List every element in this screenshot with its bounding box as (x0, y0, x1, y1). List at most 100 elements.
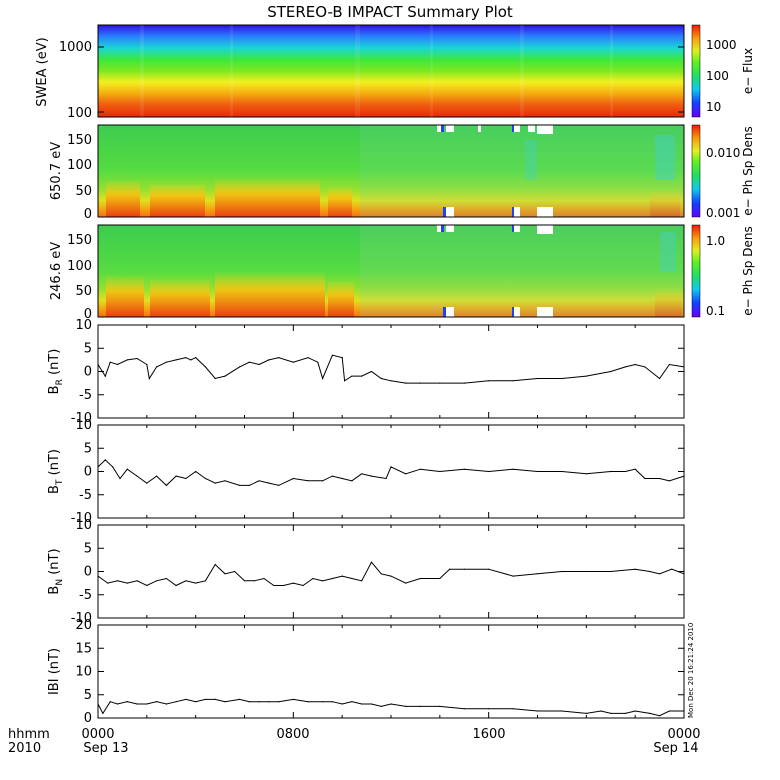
data-point (175, 701, 177, 703)
data-point (659, 573, 661, 575)
data-point (302, 584, 304, 587)
y-axis-label-sub: R (55, 379, 65, 385)
data-point (165, 361, 167, 363)
y-tick-label: -10 (71, 611, 92, 626)
pad246-ytick-0: 0 (84, 307, 92, 322)
data-point (307, 357, 309, 359)
data-point (634, 568, 636, 570)
data-point (322, 377, 324, 380)
pad650-gap-edges (441, 125, 514, 217)
data-point (273, 584, 275, 587)
y-axis-label-sub: N (55, 579, 65, 586)
data-point (292, 361, 294, 363)
pad650-cbar-tick-high: 0.010 (706, 146, 740, 160)
y-tick-label: 0 (84, 465, 92, 480)
x-axis-row2-label: 2010 (8, 741, 41, 756)
y-tick-label: 20 (75, 618, 92, 633)
y-axis-label-main: B (47, 586, 62, 595)
y-tick-label: 5 (84, 541, 92, 556)
data-point (248, 361, 250, 363)
data-point (116, 363, 119, 366)
data-point (312, 577, 314, 580)
x-tick-label-0: 0000 (81, 727, 114, 742)
series-line-br (97, 354, 685, 384)
data-point (112, 466, 114, 468)
data-point (370, 703, 373, 705)
data-point (204, 580, 206, 582)
y-axis-label-unit: (nT) (47, 449, 62, 479)
data-point (322, 580, 324, 582)
data-point (322, 701, 324, 703)
data-point (185, 357, 187, 359)
y-axis-label-sub: T (55, 479, 65, 486)
swea-image (98, 25, 684, 117)
data-point (292, 698, 294, 701)
data-point (126, 582, 128, 584)
data-point (644, 477, 646, 480)
data-point (390, 703, 392, 705)
data-point (585, 375, 587, 377)
data-point (331, 354, 333, 356)
data-point (258, 363, 260, 366)
data-point (156, 366, 158, 368)
pad650-cbar-label: e− Ph Sp Dens (741, 126, 755, 215)
y-tick-label: -10 (71, 411, 92, 426)
data-point (649, 712, 651, 715)
pad246-colorbar (691, 224, 701, 318)
data-point (116, 703, 119, 705)
swea-ytick-100: 100 (67, 106, 92, 121)
data-point (136, 357, 138, 360)
data-point (156, 475, 158, 477)
data-point (419, 468, 421, 470)
data-point (512, 708, 514, 710)
pad650-cyan-2 (525, 140, 537, 180)
data-point (156, 701, 158, 703)
x-tick-label-3: 0000 (667, 727, 700, 742)
y-axis-label: BR (nT) (47, 349, 65, 395)
data-point (600, 710, 602, 712)
data-point (668, 363, 671, 366)
panel-frame (97, 424, 685, 519)
data-point (195, 357, 197, 359)
data-point (253, 580, 255, 582)
data-point (610, 712, 612, 715)
series-line-abs-babs- (97, 698, 684, 717)
data-point (624, 366, 627, 368)
pad246-ytick-50: 50 (75, 284, 92, 299)
data-point (331, 577, 333, 580)
data-point (175, 584, 177, 587)
data-point (239, 698, 241, 701)
y-axis-label-unit: (nT) (47, 349, 62, 379)
swea-colorbar (691, 24, 701, 118)
data-point (585, 570, 587, 573)
y-axis-label: IBI (nT) (47, 648, 62, 695)
pad650-ytick-150: 150 (67, 133, 92, 148)
data-point (634, 468, 636, 470)
panel-br: -10 -5 0 5 10 BR (nT) (47, 318, 685, 426)
data-point (351, 375, 353, 377)
data-point (405, 582, 407, 584)
data-point (561, 377, 563, 380)
data-point (331, 701, 333, 703)
swea-cbar-tick-1000: 1000 (706, 38, 737, 52)
pad246-cyan-1 (660, 232, 676, 272)
series-line-bn (97, 561, 685, 587)
data-point (385, 477, 387, 480)
x-tick-date-3: Sep 14 (653, 741, 698, 756)
data-point (195, 701, 197, 703)
pad246-core-3 (215, 272, 325, 317)
pad246-core-4 (328, 280, 354, 317)
data-point (307, 701, 309, 703)
data-point (561, 470, 563, 473)
data-point (263, 577, 265, 580)
data-point (439, 577, 441, 580)
data-point (649, 570, 651, 573)
data-point (419, 577, 421, 580)
y-axis-label-main: IBI (47, 678, 62, 695)
data-point (283, 584, 285, 587)
data-point (104, 459, 106, 461)
y-axis-label: BT (nT) (47, 449, 65, 494)
data-point (668, 710, 671, 712)
data-point (136, 475, 138, 477)
data-point (370, 370, 373, 373)
